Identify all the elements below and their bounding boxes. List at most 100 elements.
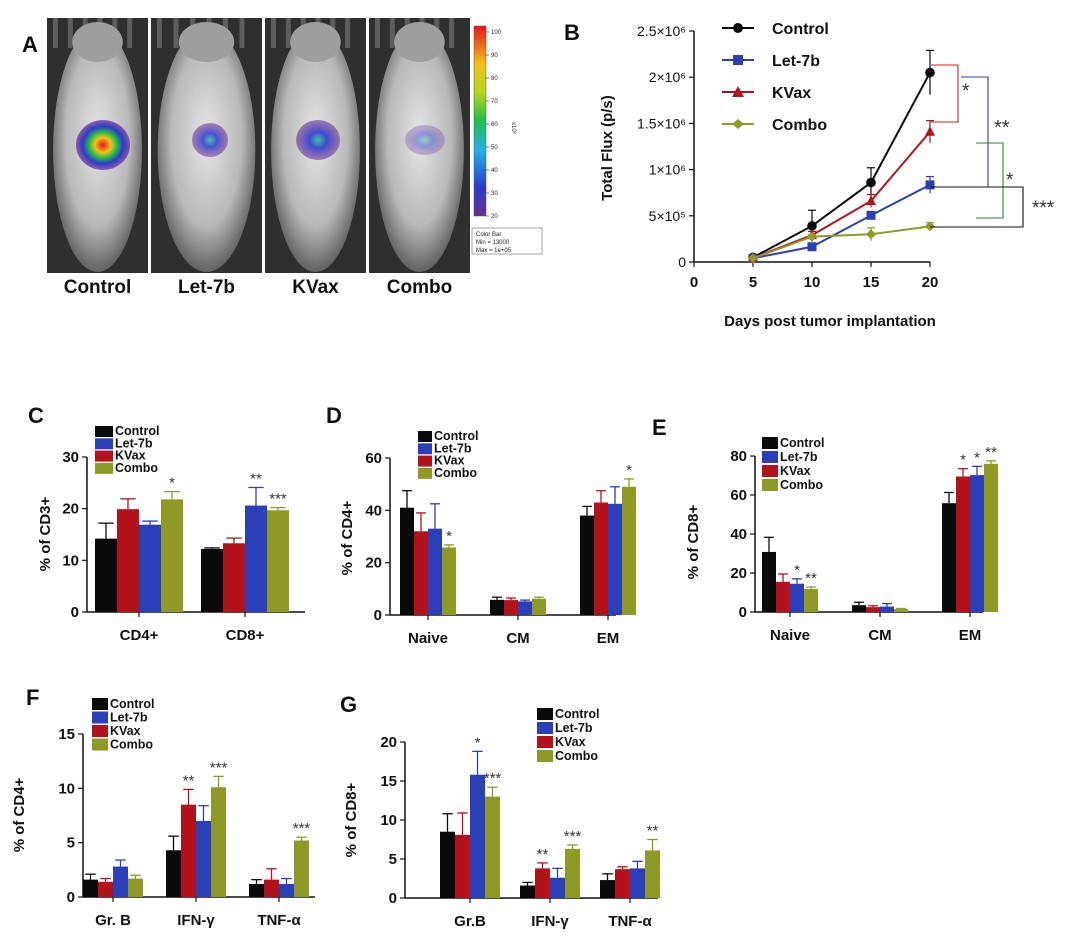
significance-star: ***: [210, 759, 228, 776]
bar-control-em: [580, 515, 594, 615]
bar-let-7b-naive: [428, 528, 442, 615]
legend-swatch-control: [537, 708, 553, 720]
bar-control-cd8: [201, 548, 223, 612]
panel-d: D 0 20 40 60 % of CD4+ Naive * CM EM * ControlLet-7…: [326, 403, 636, 647]
significance-star: **: [183, 772, 195, 789]
significance-star: **: [805, 570, 817, 587]
line-combo: [752, 225, 931, 260]
legend-label-let-7b: Let-7b: [115, 436, 153, 450]
y-tick-label: 2.5×10⁶: [637, 23, 686, 39]
legend-label-let-7b: Let-7b: [434, 441, 472, 455]
legend-label-combo: Combo: [555, 749, 598, 763]
y-axis-title: % of CD4+: [11, 777, 28, 852]
x-tick-label-tnf: TNF-α: [257, 912, 301, 929]
bar-let-7b-gr-b: [470, 774, 485, 898]
panel-label-d: D: [326, 403, 342, 428]
colorbar-box: [471, 227, 543, 255]
colorbar-tick-label: 80: [491, 76, 498, 82]
bar-control-cm: [490, 599, 504, 615]
bar-control-cd4: [95, 538, 117, 612]
bar-let-7b-naive: [790, 583, 804, 612]
bar-combo-tnf: [294, 840, 309, 897]
bar-let-7b-cd8: [245, 505, 267, 612]
mouse-image-combo: Combo: [369, 18, 470, 298]
colorbar-tick-label: 30: [491, 191, 498, 197]
y-tick-label: 60: [730, 487, 747, 504]
y-axis-title: % of CD4+: [339, 500, 356, 575]
x-tick-label-cd8: CD8+: [226, 627, 265, 644]
bar-combo-em: [622, 486, 636, 615]
bar-control-ifn: [166, 850, 181, 897]
y-axis-title: % of CD3+: [37, 496, 54, 571]
legend-swatch-combo: [92, 738, 108, 751]
y-tick-label: 5×10⁵: [649, 208, 686, 224]
cage-bar: [127, 18, 133, 48]
significance-label-1: *: [962, 81, 970, 102]
mouse-head: [394, 22, 445, 62]
bar-kvax-cd4: [117, 509, 139, 612]
legend-label-control: Control: [772, 21, 829, 38]
y-tick-label: 60: [365, 450, 382, 467]
significance-bracket-3: [976, 142, 1004, 219]
y-tick-label: 5: [67, 835, 75, 852]
colorbar: [473, 25, 487, 217]
bar-kvax-tnf: [615, 869, 630, 898]
bar-control-tnf: [600, 880, 615, 898]
y-tick-label: 30: [62, 449, 79, 466]
panel-label-a: A: [22, 32, 38, 57]
bar-control-naive: [400, 507, 414, 615]
y-tick-label: 15: [58, 726, 75, 743]
mouse-head: [178, 22, 235, 62]
bar-combo-gr-b: [485, 796, 500, 898]
legend-swatch-combo: [537, 750, 553, 762]
bar-combo-cd8: [267, 510, 289, 612]
significance-star: *: [794, 562, 800, 579]
point-control: [807, 221, 817, 231]
mouse-label-let-7b: Let-7b: [178, 277, 235, 298]
bar-combo-ifn: [211, 787, 226, 897]
x-tick-label-em: EM: [959, 627, 982, 644]
x-tick-label-em: EM: [597, 630, 620, 647]
bar-let-7b-cm: [518, 601, 532, 615]
bioluminescence-signal: [296, 120, 340, 160]
mouse-head: [290, 22, 341, 62]
bar-control-tnf: [249, 883, 264, 897]
significance-star: **: [537, 846, 549, 863]
significance-star: **: [985, 444, 997, 461]
bar-control-gr-b: [440, 831, 455, 898]
significance-star: *: [626, 462, 632, 479]
panel-label-c: C: [28, 403, 44, 428]
significance-star: ***: [269, 491, 287, 508]
cage-bar: [375, 18, 380, 48]
significance-star: *: [475, 734, 481, 751]
significance-star: *: [169, 475, 175, 492]
y-tick-label: 0: [67, 889, 75, 906]
x-tick-label-gr-b: Gr.B: [454, 913, 486, 930]
point-combo: [925, 221, 935, 232]
cage-bar: [53, 18, 58, 48]
mouse-label-combo: Combo: [387, 277, 452, 298]
legend-label-kvax: KVax: [115, 449, 146, 463]
cage-bar: [67, 18, 73, 48]
significance-label-4: ***: [1032, 198, 1055, 219]
y-tick-label: 0: [678, 254, 686, 270]
legend-label-control: Control: [780, 436, 824, 450]
bar-combo-cm: [532, 598, 546, 615]
bar-kvax-cm: [504, 600, 518, 615]
bar-kvax-naive: [776, 581, 790, 612]
bar-kvax-gr-b: [98, 881, 113, 897]
legend-label-combo: Combo: [110, 738, 153, 752]
colorbar-ticks: 100 90 80 70 60 50 40 30 20: [486, 30, 502, 220]
bar-let-7b-cd4: [139, 524, 161, 612]
x-tick-label-tnf: TNF-α: [608, 913, 652, 930]
bar-let-7b-ifn: [196, 820, 211, 897]
point-combo: [807, 231, 817, 242]
significance-star: ***: [564, 828, 582, 845]
significance-bracket-1: [931, 64, 959, 123]
significance-star: ***: [293, 820, 311, 837]
significance-star: *: [974, 449, 980, 466]
bar-let-7b-em: [970, 475, 984, 612]
colorbar-tick-label: 60: [491, 122, 498, 128]
